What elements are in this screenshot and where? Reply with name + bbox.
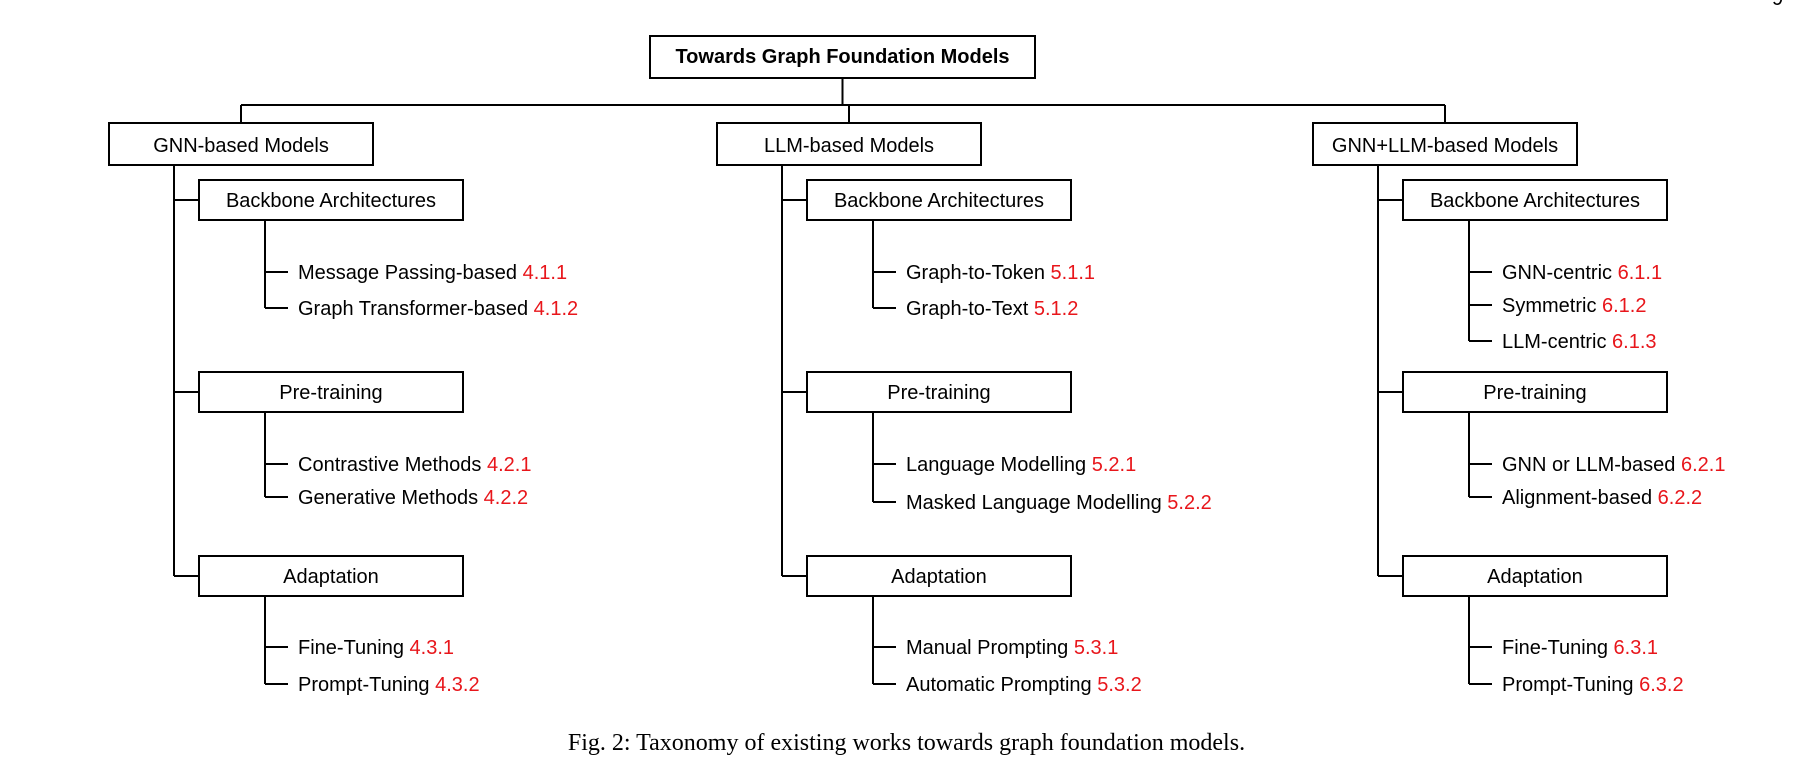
leaf-item: Masked Language Modelling 5.2.2 xyxy=(906,492,1212,514)
section-ref-link[interactable]: 5.1.1 xyxy=(1051,262,1095,284)
leaf-item-label: Generative Methods xyxy=(298,487,484,509)
category-title: Pre-training xyxy=(887,382,990,404)
section-ref-link[interactable]: 4.3.2 xyxy=(435,674,479,696)
leaf-item: Automatic Prompting 5.3.2 xyxy=(906,674,1142,696)
section-ref-link[interactable]: 6.1.1 xyxy=(1618,262,1662,284)
column-title: LLM-based Models xyxy=(764,135,934,157)
category-box xyxy=(198,555,464,597)
leaf-item-label: Message Passing-based xyxy=(298,262,523,284)
leaf-item: Fine-Tuning 4.3.1 xyxy=(298,637,454,659)
leaf-item-label: Graph-to-Text xyxy=(906,298,1034,320)
leaf-item: Graph-to-Text 5.1.2 xyxy=(906,298,1078,320)
leaf-item: Alignment-based 6.2.2 xyxy=(1502,487,1702,509)
category-title: Adaptation xyxy=(891,566,987,588)
section-ref-link[interactable]: 6.2.1 xyxy=(1681,454,1725,476)
leaf-item: Prompt-Tuning 4.3.2 xyxy=(298,674,480,696)
section-ref-link[interactable]: 4.1.1 xyxy=(523,262,567,284)
page-number: 9 xyxy=(1772,0,1783,11)
category-title: Backbone Architectures xyxy=(1430,190,1640,212)
category-box xyxy=(1402,179,1668,221)
root-title: Towards Graph Foundation Models xyxy=(675,46,1009,68)
section-ref-link[interactable]: 5.3.1 xyxy=(1074,637,1118,659)
category-box xyxy=(1402,371,1668,413)
leaf-item: GNN-centric 6.1.1 xyxy=(1502,262,1662,284)
leaf-item-label: Prompt-Tuning xyxy=(1502,674,1639,696)
column-box xyxy=(108,122,374,166)
leaf-item: GNN or LLM-based 6.2.1 xyxy=(1502,454,1725,476)
category-box xyxy=(806,555,1072,597)
category-title: Adaptation xyxy=(1487,566,1583,588)
leaf-item-label: Fine-Tuning xyxy=(298,637,410,659)
section-ref-link[interactable]: 4.3.1 xyxy=(410,637,454,659)
caption-text: Taxonomy of existing works towards graph… xyxy=(636,730,1246,756)
section-ref-link[interactable]: 4.1.2 xyxy=(534,298,578,320)
leaf-item: Prompt-Tuning 6.3.2 xyxy=(1502,674,1684,696)
caption-prefix: Fig. 2: xyxy=(567,730,631,756)
leaf-item: LLM-centric 6.1.3 xyxy=(1502,331,1657,353)
category-title: Pre-training xyxy=(1483,382,1586,404)
taxonomy-diagram: Towards Graph Foundation Models GNN-based… xyxy=(108,35,1725,696)
leaf-item-label: Language Modelling xyxy=(906,454,1092,476)
leaf-item-label: Symmetric xyxy=(1502,295,1602,317)
column-box xyxy=(1312,122,1578,166)
leaf-item-label: Graph-to-Token xyxy=(906,262,1051,284)
leaf-item: Generative Methods 4.2.2 xyxy=(298,487,528,509)
leaf-item-label: LLM-centric xyxy=(1502,331,1612,353)
leaf-item-label: Automatic Prompting xyxy=(906,674,1097,696)
section-ref-link[interactable]: 4.2.1 xyxy=(487,454,531,476)
category-box xyxy=(198,179,464,221)
leaf-item: Fine-Tuning 6.3.1 xyxy=(1502,637,1658,659)
leaf-item-label: Fine-Tuning xyxy=(1502,637,1614,659)
column-title: GNN+LLM-based Models xyxy=(1332,135,1558,157)
leaf-item: Message Passing-based 4.1.1 xyxy=(298,262,567,284)
section-ref-link[interactable]: 5.3.2 xyxy=(1097,674,1141,696)
leaf-item-label: GNN or LLM-based xyxy=(1502,454,1681,476)
section-ref-link[interactable]: 5.2.2 xyxy=(1167,492,1211,514)
category-title: Backbone Architectures xyxy=(226,190,436,212)
section-ref-link[interactable]: 6.2.2 xyxy=(1658,487,1702,509)
category-box xyxy=(198,371,464,413)
section-ref-link[interactable]: 5.2.1 xyxy=(1092,454,1136,476)
category-box xyxy=(1402,555,1668,597)
figure-caption: Fig. 2: Taxonomy of existing works towar… xyxy=(0,730,1813,757)
leaf-item: Graph Transformer-based 4.1.2 xyxy=(298,298,578,320)
category-box xyxy=(806,371,1072,413)
leaf-item: Language Modelling 5.2.1 xyxy=(906,454,1136,476)
leaf-item: Symmetric 6.1.2 xyxy=(1502,295,1646,317)
leaf-item: Graph-to-Token 5.1.1 xyxy=(906,262,1095,284)
category-title: Pre-training xyxy=(279,382,382,404)
category-title: Backbone Architectures xyxy=(834,190,1044,212)
section-ref-link[interactable]: 5.1.2 xyxy=(1034,298,1078,320)
leaf-item-label: Masked Language Modelling xyxy=(906,492,1167,514)
leaf-item-label: Prompt-Tuning xyxy=(298,674,435,696)
section-ref-link[interactable]: 6.1.2 xyxy=(1602,295,1646,317)
category-box xyxy=(806,179,1072,221)
section-ref-link[interactable]: 6.3.2 xyxy=(1639,674,1683,696)
leaf-item-label: GNN-centric xyxy=(1502,262,1618,284)
section-ref-link[interactable]: 6.3.1 xyxy=(1614,637,1658,659)
column-box xyxy=(716,122,982,166)
leaf-item-label: Contrastive Methods xyxy=(298,454,487,476)
section-ref-link[interactable]: 4.2.2 xyxy=(484,487,528,509)
column-title: GNN-based Models xyxy=(153,135,329,157)
leaf-item-label: Manual Prompting xyxy=(906,637,1074,659)
category-title: Adaptation xyxy=(283,566,379,588)
leaf-item: Contrastive Methods 4.2.1 xyxy=(298,454,531,476)
leaf-item-label: Alignment-based xyxy=(1502,487,1658,509)
leaf-item: Manual Prompting 5.3.1 xyxy=(906,637,1118,659)
section-ref-link[interactable]: 6.1.3 xyxy=(1612,331,1656,353)
leaf-item-label: Graph Transformer-based xyxy=(298,298,534,320)
